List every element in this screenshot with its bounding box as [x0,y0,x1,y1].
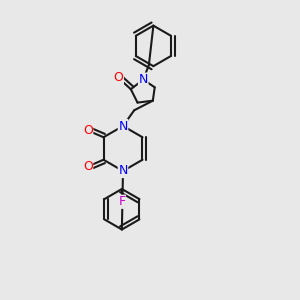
Text: O: O [83,160,93,173]
Text: O: O [83,124,93,137]
Text: N: N [118,164,128,178]
Text: F: F [118,195,125,208]
Text: N: N [139,73,148,86]
Text: N: N [118,119,128,133]
Text: O: O [113,71,123,85]
